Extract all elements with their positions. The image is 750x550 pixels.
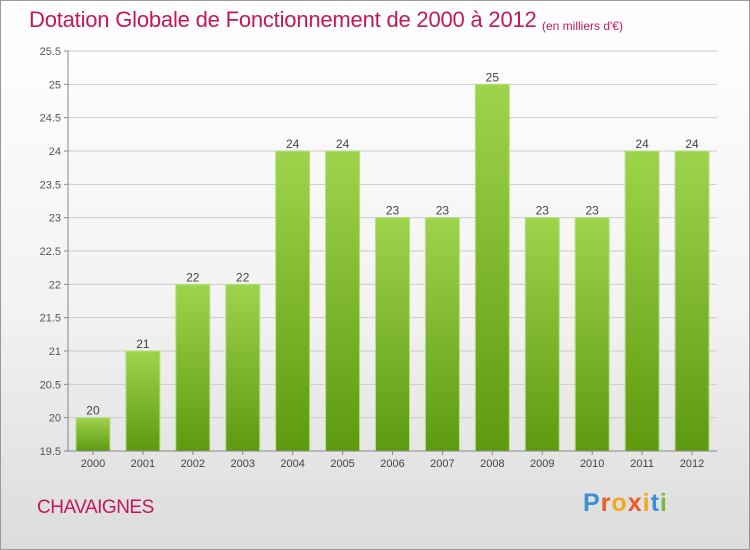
x-tick-label: 2003 [230, 458, 254, 470]
y-tick-label: 22.5 [40, 246, 61, 258]
x-tick-label: 2009 [530, 458, 554, 470]
x-tick-label: 2005 [330, 458, 354, 470]
logo-letter: r [600, 489, 612, 517]
bar-value-label: 24 [286, 137, 300, 151]
bar [375, 217, 410, 452]
logo-letter: P [583, 489, 601, 517]
bar [175, 283, 211, 452]
x-tick-label: 2010 [580, 458, 604, 470]
bar-value-label: 21 [136, 337, 150, 351]
y-tick-label: 19.5 [40, 446, 61, 458]
commune-name: CHAVAIGNES [37, 497, 154, 518]
y-tick-label: 23 [49, 213, 61, 225]
bar [524, 217, 560, 452]
chart-subtitle: (en milliers d'€) [542, 19, 623, 33]
bar-value-label: 23 [586, 204, 600, 218]
y-tick-label: 21.5 [40, 313, 61, 325]
logo-letter: t [650, 489, 660, 517]
bar-value-label: 20 [86, 404, 100, 418]
bar [424, 217, 460, 452]
bar-value-label: 22 [236, 270, 250, 284]
bar [574, 217, 610, 452]
labels: 19.5 20 20.5 21 21.5 22 22.5 23 23.5 24 24.5 25 25.5… [40, 46, 705, 470]
x-tick-label: 2008 [480, 458, 504, 470]
y-tick-label: 25.5 [40, 46, 61, 58]
bar [325, 150, 361, 452]
y-tick-label: 20.5 [40, 379, 61, 391]
bar [125, 350, 161, 452]
logo-letter: o [611, 489, 628, 517]
y-tick-label: 22 [49, 279, 61, 291]
bar-value-label: 22 [186, 270, 200, 284]
bar-value-label: 23 [386, 204, 400, 218]
bar [474, 83, 510, 452]
proxiti-logo: Proxiti [583, 489, 668, 518]
bar [674, 150, 710, 452]
x-tick-label: 2002 [181, 458, 205, 470]
bars [75, 83, 710, 452]
y-tick-label: 23.5 [40, 179, 61, 191]
logo-letter: i [642, 489, 651, 517]
x-tick-label: 2000 [81, 458, 105, 470]
y-tick-label: 24.5 [40, 113, 61, 125]
x-tick-label: 2001 [131, 458, 155, 470]
axes [64, 50, 717, 455]
logo-letter: x [627, 489, 643, 517]
bar-value-label: 25 [486, 70, 500, 84]
y-tick-label: 21 [49, 346, 61, 358]
y-tick-label: 20 [49, 413, 61, 425]
bar-value-label: 23 [536, 204, 550, 218]
logo-letter: i [659, 489, 668, 517]
bar-value-label: 24 [635, 137, 649, 151]
bar [275, 150, 311, 452]
bar-value-label: 24 [685, 137, 699, 151]
bar-value-label: 24 [336, 137, 350, 151]
x-tick-label: 2011 [630, 458, 654, 470]
x-tick-label: 2006 [380, 458, 404, 470]
bar [624, 150, 660, 452]
bar-value-label: 23 [436, 204, 450, 218]
x-tick-label: 2012 [680, 458, 704, 470]
x-tick-label: 2007 [430, 458, 454, 470]
chart-title: Dotation Globale de Fonctionnement de 20… [29, 7, 537, 32]
x-tick-label: 2004 [280, 458, 304, 470]
bar [75, 417, 111, 452]
y-tick-label: 25 [49, 79, 61, 91]
bar [225, 283, 261, 452]
y-tick-label: 24 [49, 146, 61, 158]
